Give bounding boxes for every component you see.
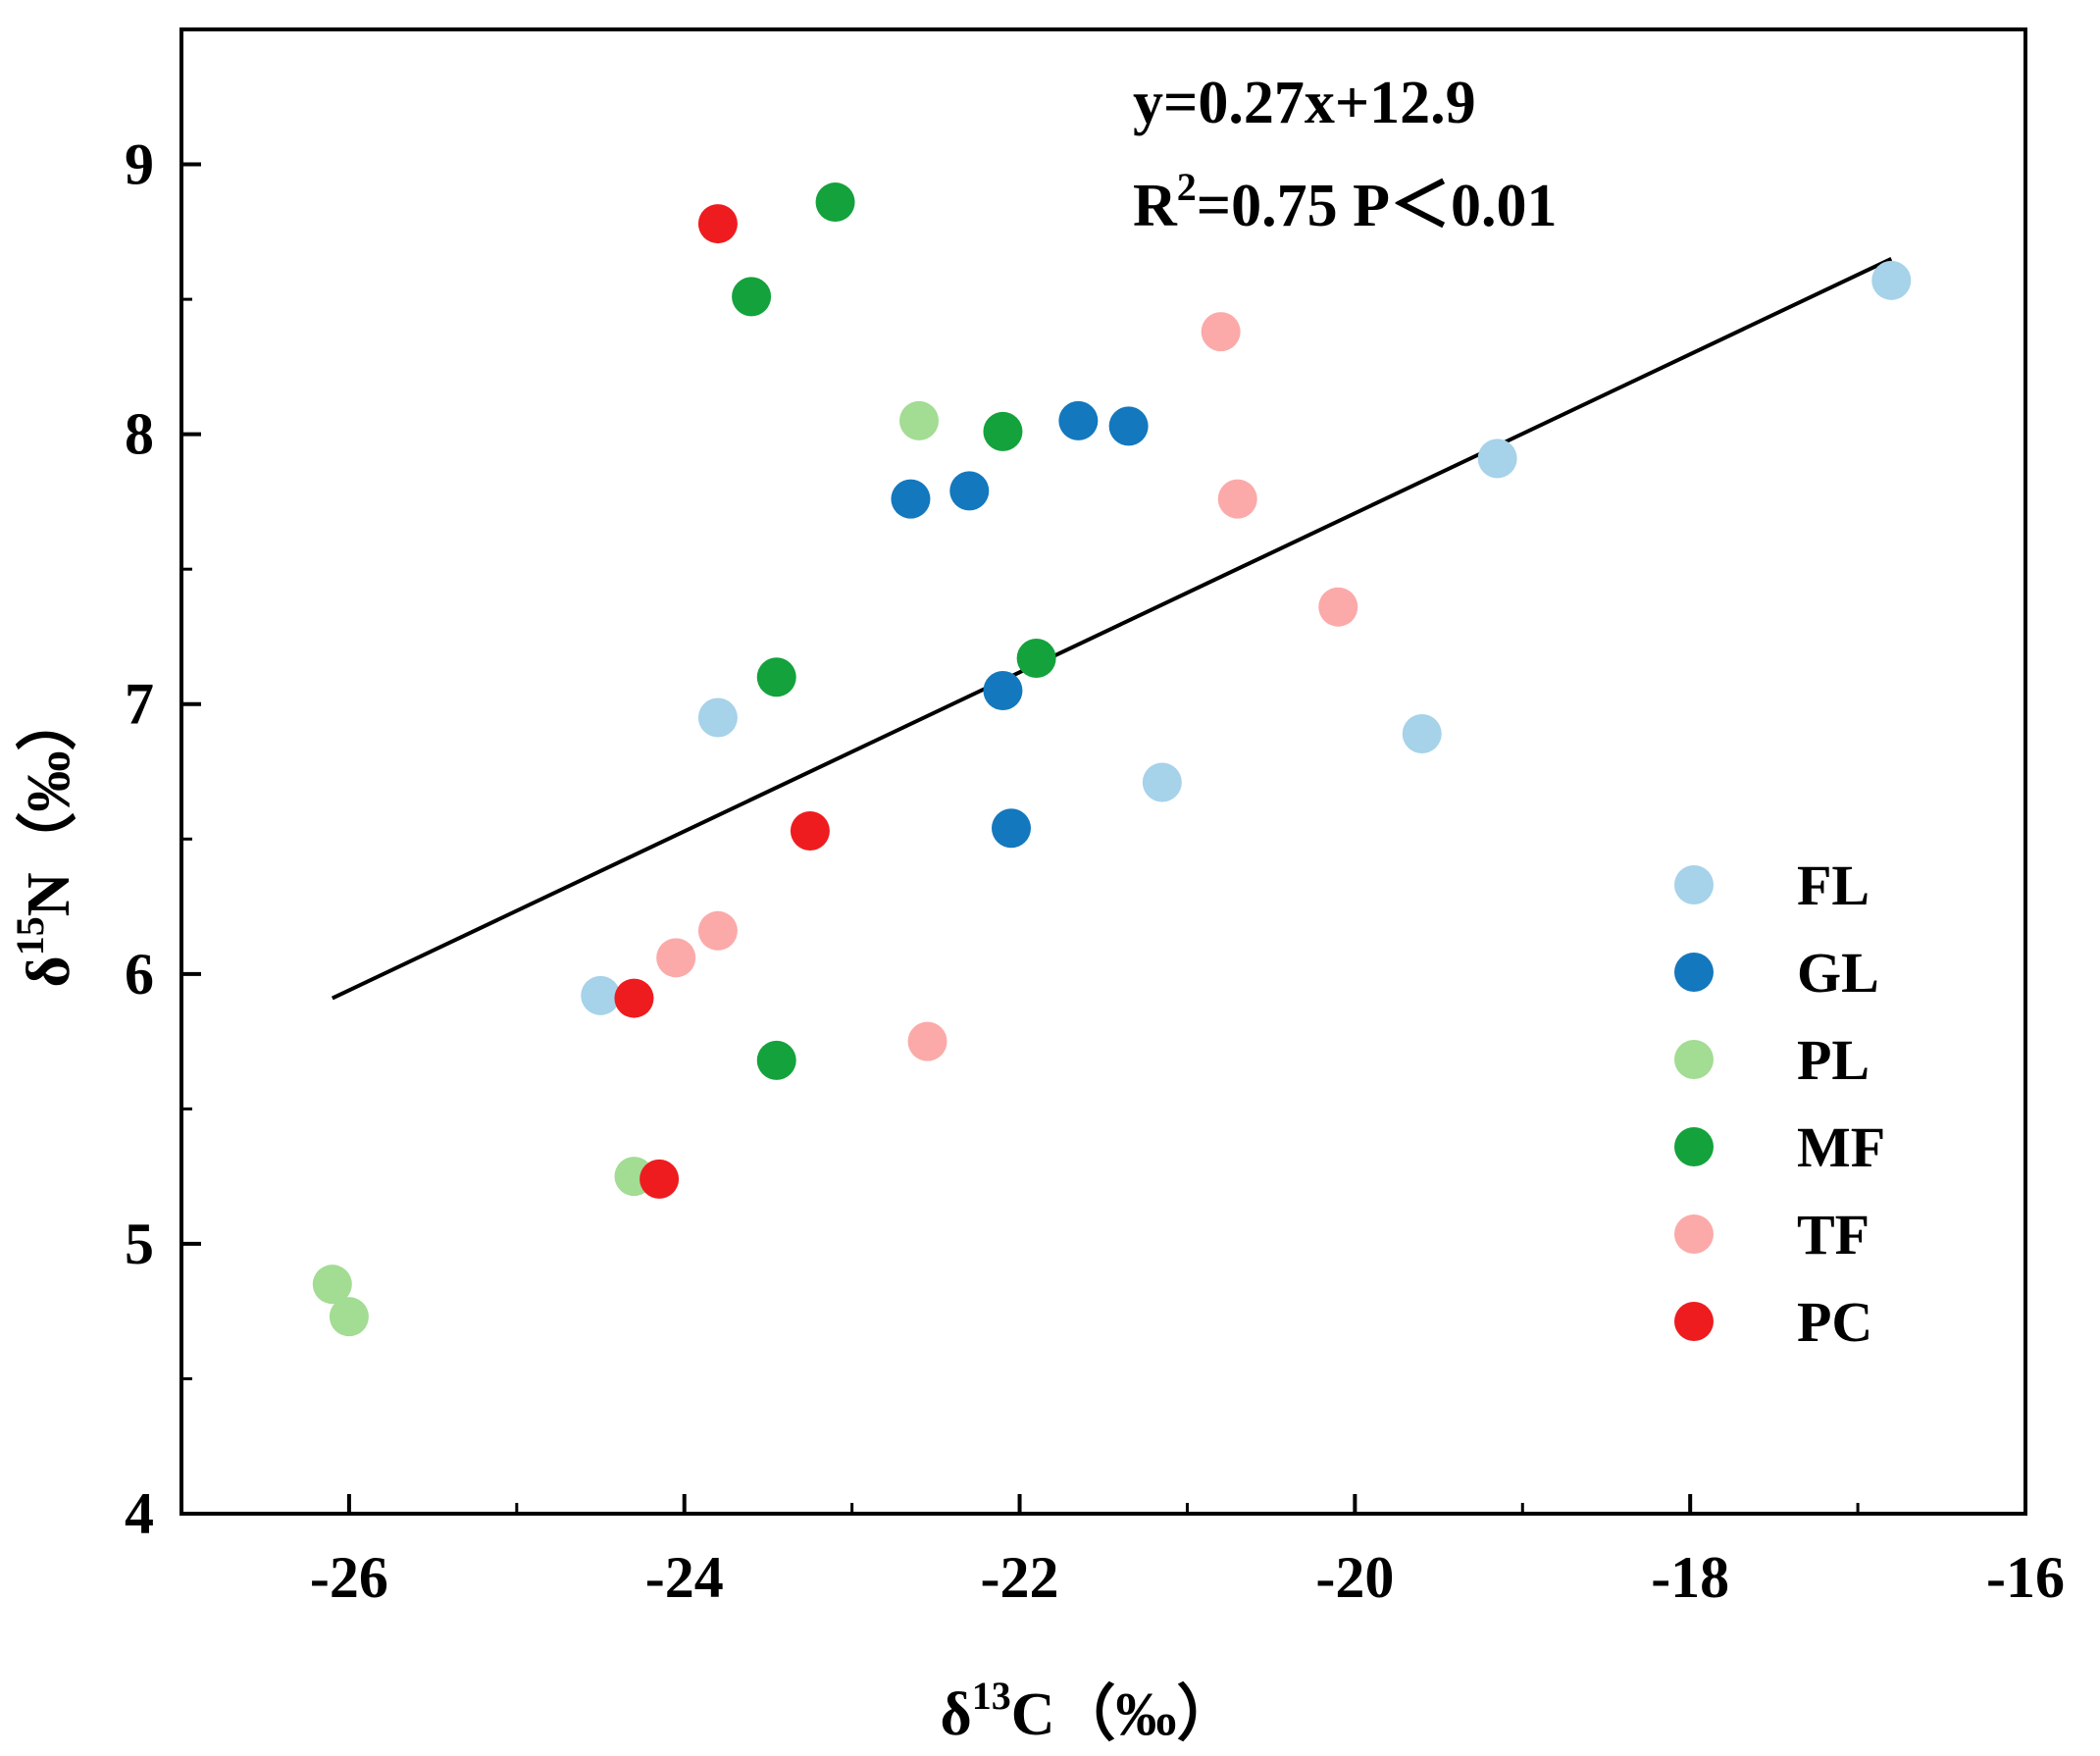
point-mf bbox=[1016, 638, 1056, 678]
x-tick-label: -16 bbox=[1986, 1545, 2065, 1610]
r-squared-label: R2=0.75 P＜0.01 bbox=[1133, 165, 1557, 239]
x-tick-label: -24 bbox=[645, 1545, 724, 1610]
point-tf bbox=[1217, 479, 1257, 519]
y-tick-label: 8 bbox=[125, 402, 154, 467]
point-mf bbox=[756, 657, 796, 697]
y-tick-label: 4 bbox=[125, 1481, 154, 1546]
point-fl bbox=[1142, 762, 1182, 802]
x-tick-label: -26 bbox=[310, 1545, 388, 1610]
point-gl bbox=[983, 670, 1023, 710]
point-pc bbox=[697, 204, 738, 244]
legend-label-pc: PC bbox=[1797, 1290, 1872, 1354]
legend-label-tf: TF bbox=[1797, 1203, 1870, 1266]
x-axis-title: δ13C（‰） bbox=[941, 1674, 1238, 1748]
x-tick-label: -20 bbox=[1315, 1545, 1394, 1610]
point-fl bbox=[1871, 260, 1912, 300]
legend-label-fl: FL bbox=[1797, 853, 1870, 917]
legend-label-gl: GL bbox=[1797, 941, 1879, 1005]
point-mf bbox=[815, 182, 855, 223]
point-pc bbox=[640, 1159, 680, 1199]
point-mf bbox=[983, 411, 1023, 451]
point-gl bbox=[1108, 406, 1149, 446]
legend-marker-tf bbox=[1674, 1214, 1714, 1254]
point-pc bbox=[790, 811, 830, 852]
point-tf bbox=[656, 938, 696, 978]
regression-line bbox=[331, 257, 1893, 1001]
legend-marker-pc bbox=[1674, 1302, 1714, 1341]
legend-marker-fl bbox=[1674, 865, 1714, 904]
point-fl bbox=[697, 697, 738, 738]
point-tf bbox=[1201, 312, 1241, 352]
y-axis-title: δ15N（‰） bbox=[8, 691, 82, 988]
x-tick-label: -22 bbox=[981, 1545, 1059, 1610]
y-tick-label: 5 bbox=[125, 1212, 154, 1276]
point-fl bbox=[581, 975, 621, 1015]
point-gl bbox=[891, 479, 931, 519]
y-tick-label: 6 bbox=[125, 942, 154, 1007]
point-mf bbox=[756, 1040, 796, 1080]
legend-marker-pl bbox=[1674, 1040, 1714, 1079]
point-gl bbox=[1058, 400, 1099, 440]
x-tick-label: -18 bbox=[1651, 1545, 1729, 1610]
point-tf bbox=[1318, 587, 1358, 627]
legend-marker-mf bbox=[1674, 1127, 1714, 1166]
plot-frame bbox=[179, 27, 2027, 1516]
point-pl bbox=[899, 400, 939, 440]
equation-label: y=0.27x+12.9 bbox=[1133, 70, 1476, 136]
point-pl bbox=[329, 1297, 369, 1337]
point-mf bbox=[732, 277, 772, 317]
y-tick-label: 9 bbox=[125, 132, 154, 197]
point-pl bbox=[312, 1265, 352, 1305]
point-fl bbox=[1477, 439, 1517, 479]
legend-marker-gl bbox=[1674, 953, 1714, 992]
point-tf bbox=[907, 1021, 948, 1061]
point-gl bbox=[992, 808, 1031, 849]
point-pc bbox=[614, 978, 654, 1018]
legend-label-pl: PL bbox=[1797, 1028, 1870, 1092]
legend-label-mf: MF bbox=[1797, 1115, 1885, 1179]
point-tf bbox=[697, 910, 738, 951]
point-gl bbox=[949, 471, 990, 511]
point-fl bbox=[1402, 713, 1442, 753]
y-tick-label: 7 bbox=[125, 672, 154, 737]
